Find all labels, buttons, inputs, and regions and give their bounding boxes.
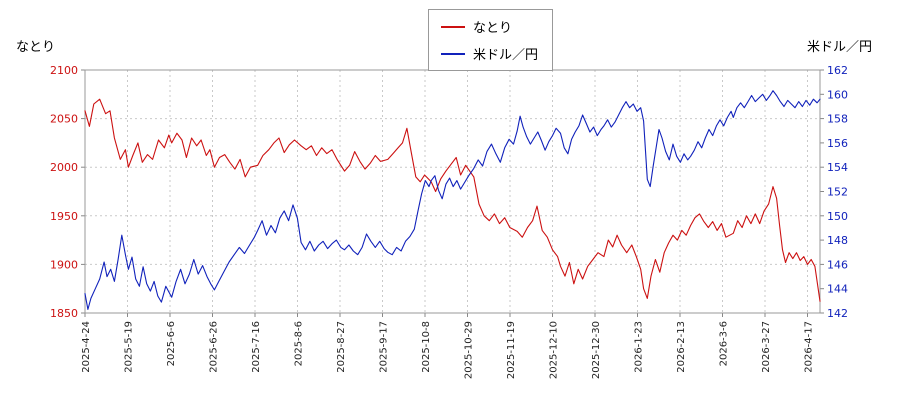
svg-text:1950: 1950 [50,210,78,223]
svg-text:2026-2-13: 2026-2-13 [676,321,687,373]
svg-text:158: 158 [827,113,848,126]
legend-item-natori: なとり [441,17,538,36]
svg-text:152: 152 [827,186,848,199]
legend-item-usdjpy: 米ドル／円 [441,44,538,63]
svg-text:2025-6-26: 2025-6-26 [209,321,220,373]
legend-label-natori: なとり [473,21,513,36]
svg-text:142: 142 [827,307,848,320]
svg-text:154: 154 [827,161,848,174]
legend: なとり 米ドル／円 [428,9,554,71]
svg-text:2025-10-8: 2025-10-8 [421,321,432,373]
svg-text:2025-5-19: 2025-5-19 [124,321,135,373]
left-axis-title: なとり [16,40,56,55]
svg-text:1900: 1900 [50,258,78,271]
svg-text:146: 146 [827,258,848,271]
svg-text:2025-11-19: 2025-11-19 [506,321,517,379]
legend-label-usdjpy: 米ドル／円 [473,48,539,63]
svg-text:2026-3-27: 2026-3-27 [761,321,772,373]
svg-text:1850: 1850 [50,307,78,320]
blue-line-swatch [441,52,465,55]
svg-text:2025-9-17: 2025-9-17 [379,321,390,373]
svg-text:2025-12-30: 2025-12-30 [591,321,602,379]
svg-text:162: 162 [827,64,848,77]
svg-text:2025-4-24: 2025-4-24 [81,321,92,373]
svg-text:2026-4-17: 2026-4-17 [804,321,815,373]
svg-text:2025-7-16: 2025-7-16 [251,321,262,373]
svg-text:156: 156 [827,137,848,150]
svg-text:2100: 2100 [50,64,78,77]
svg-text:2025-8-27: 2025-8-27 [336,321,347,373]
svg-text:160: 160 [827,88,848,101]
svg-text:150: 150 [827,210,848,223]
svg-text:148: 148 [827,234,848,247]
svg-text:2025-12-10: 2025-12-10 [549,321,560,379]
svg-text:2050: 2050 [50,113,78,126]
svg-text:2026-3-6: 2026-3-6 [719,321,730,366]
right-axis-title: 米ドル／円 [806,40,872,55]
svg-text:2000: 2000 [50,161,78,174]
svg-text:2025-8-6: 2025-8-6 [294,321,305,366]
svg-text:2025-6-6: 2025-6-6 [166,321,177,366]
svg-text:2025-10-29: 2025-10-29 [464,321,475,379]
svg-text:2026-1-23: 2026-1-23 [634,321,645,373]
red-line-swatch [441,25,465,28]
svg-text:144: 144 [827,283,848,296]
